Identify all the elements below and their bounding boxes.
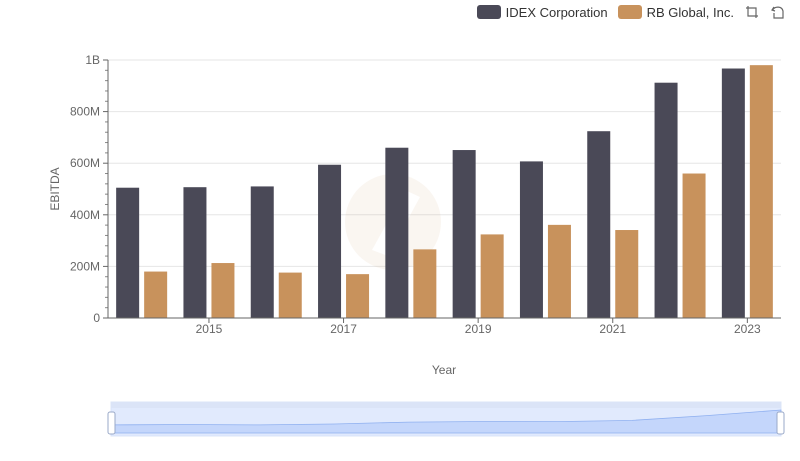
y-axis-title: EBITDA — [48, 167, 62, 210]
bar-idex-2014[interactable] — [116, 187, 140, 318]
y-axis: 0 200M 400M 600M 800M 1B — [70, 53, 109, 325]
y-tick-label: 0 — [93, 311, 100, 325]
x-tick-label: 2017 — [330, 322, 357, 336]
legend-item-rb-global[interactable]: RB Global, Inc. — [617, 4, 734, 20]
bars — [116, 65, 773, 318]
slider-top-bar[interactable] — [111, 402, 781, 408]
slider-preview-area — [110, 409, 782, 434]
slider-handle-right[interactable] — [776, 411, 785, 435]
bar-rb-global-2016[interactable] — [278, 272, 302, 318]
x-tick-label: 2019 — [465, 322, 492, 336]
bar-rb-global-2017[interactable] — [346, 274, 370, 318]
bar-idex-2016[interactable] — [250, 186, 274, 318]
x-tick-label: 2021 — [599, 322, 626, 336]
x-tick-label: 2023 — [734, 322, 761, 336]
legend-item-idex[interactable]: IDEX Corporation — [476, 4, 608, 20]
x-axis: 2015 2017 2019 2021 2023 — [108, 317, 781, 336]
y-tick-label: 600M — [70, 156, 100, 170]
bar-rb-global-2019[interactable] — [480, 234, 504, 318]
restore-icon[interactable] — [770, 4, 786, 20]
legend-swatch-idex — [476, 5, 501, 19]
bar-rb-global-2022[interactable] — [682, 173, 706, 318]
bar-rb-global-2023[interactable] — [749, 65, 773, 318]
range-slider[interactable] — [107, 401, 785, 437]
bar-rb-global-2015[interactable] — [211, 263, 235, 318]
x-axis-title: Year — [432, 363, 456, 377]
y-tick-label: 800M — [70, 105, 100, 119]
bar-rb-global-2020[interactable] — [547, 224, 571, 318]
legend-label-rb-global: RB Global, Inc. — [646, 4, 734, 20]
bar-idex-2018[interactable] — [385, 147, 409, 318]
zoom-in-icon[interactable] — [744, 4, 760, 20]
legend-swatch-rb-global — [617, 5, 642, 19]
y-tick-label: 1B — [85, 53, 100, 67]
y-tick-label: 200M — [70, 259, 100, 273]
chart-legend: IDEX Corporation RB Global, Inc. — [476, 4, 786, 20]
legend-label-idex: IDEX Corporation — [505, 4, 608, 20]
bar-idex-2019[interactable] — [452, 150, 476, 318]
slider-handle-left[interactable] — [107, 411, 116, 435]
x-tick-label: 2015 — [196, 322, 223, 336]
bar-idex-2023[interactable] — [721, 68, 745, 318]
bar-rb-global-2021[interactable] — [615, 230, 639, 318]
y-tick-label: 400M — [70, 208, 100, 222]
bar-rb-global-2018[interactable] — [413, 249, 437, 318]
bar-idex-2022[interactable] — [654, 82, 678, 318]
grid-lines — [108, 59, 781, 267]
bar-idex-2015[interactable] — [183, 187, 207, 318]
bar-idex-2017[interactable] — [318, 164, 342, 318]
bar-rb-global-2014[interactable] — [144, 271, 168, 318]
bar-idex-2021[interactable] — [587, 131, 611, 318]
bar-idex-2020[interactable] — [519, 161, 543, 318]
